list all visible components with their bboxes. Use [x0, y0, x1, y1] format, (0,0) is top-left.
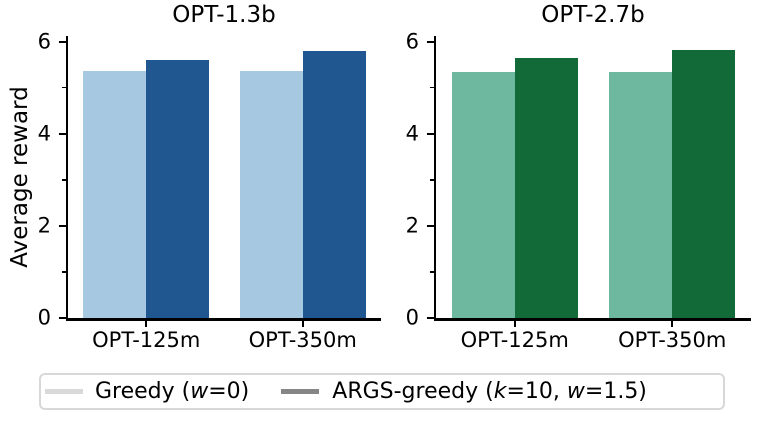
- y-tick-opt-1-3b: [59, 40, 66, 43]
- bar-opt-2-7b-opt-125m-series-0: [451, 72, 515, 318]
- legend-label-italic-part: w: [190, 379, 209, 404]
- y-axis-spine-opt-2-7b: [434, 36, 436, 320]
- x-tick-opt-2-7b: [513, 320, 516, 327]
- y-tick-label-opt-2-7b: 6: [405, 29, 419, 54]
- subplot-title-opt-2-7b: OPT-2.7b: [541, 2, 645, 28]
- legend-label-part: Greedy (: [95, 379, 191, 404]
- x-axis-spine-opt-2-7b: [434, 318, 751, 321]
- y-tick-opt-2-7b: [427, 132, 434, 135]
- bar-opt-2-7b-opt-125m-series-1: [514, 58, 578, 318]
- x-axis-spine-opt-1-3b: [66, 318, 381, 321]
- legend-label-part: ARGS-greedy (: [332, 379, 494, 404]
- legend-label-args-greedy-k-10-w-1-5: ARGS-greedy (k=10, w=1.5): [332, 379, 647, 404]
- x-tick-opt-1-3b: [301, 320, 304, 327]
- y-tick-label-opt-1-3b: 6: [37, 29, 51, 54]
- bar-opt-1-3b-opt-350m-series-1: [302, 50, 366, 318]
- y-axis-spine-opt-1-3b: [66, 36, 68, 320]
- y-tick-label-opt-2-7b: 4: [405, 121, 419, 146]
- x-tick-label-opt-350m: OPT-350m: [248, 328, 357, 352]
- legend: Greedy (w=0) ARGS-greedy (k=10, w=1.5): [39, 373, 725, 410]
- y-minor-tick-opt-2-7b: [430, 271, 434, 273]
- y-tick-label-opt-2-7b: 2: [405, 213, 419, 238]
- y-tick-opt-1-3b: [59, 224, 66, 227]
- x-tick-opt-2-7b: [671, 320, 674, 327]
- legend-label-part: =0): [208, 379, 250, 404]
- x-tick-label-opt-125m: OPT-125m: [92, 328, 201, 352]
- y-minor-tick-opt-1-3b: [62, 179, 66, 181]
- y-minor-tick-opt-2-7b: [430, 86, 434, 89]
- legend-label-italic-part: k: [493, 379, 507, 404]
- legend-label-part: =10,: [506, 379, 567, 404]
- bar-opt-1-3b-opt-125m-series-1: [146, 59, 210, 318]
- y-tick-label-opt-1-3b: 2: [37, 213, 51, 238]
- legend-swatch-args-greedy-k-10-w-1-5: [281, 389, 320, 394]
- legend-label-greedy-w-0: Greedy (w=0): [95, 379, 249, 404]
- x-tick-label-opt-350m: OPT-350m: [618, 328, 727, 352]
- y-tick-label-opt-1-3b: 4: [37, 121, 51, 146]
- x-tick-opt-1-3b: [145, 320, 148, 327]
- legend-label-italic-part: w: [566, 379, 585, 404]
- bar-opt-2-7b-opt-350m-series-0: [609, 72, 673, 318]
- y-minor-tick-opt-1-3b: [62, 86, 66, 89]
- y-tick-opt-1-3b: [59, 132, 66, 135]
- legend-label-part: =1.5): [584, 379, 647, 404]
- y-minor-tick-opt-1-3b: [62, 271, 66, 273]
- bar-opt-2-7b-opt-350m-series-1: [672, 50, 736, 318]
- bar-opt-1-3b-opt-350m-series-0: [239, 71, 303, 318]
- x-tick-label-opt-125m: OPT-125m: [460, 328, 569, 352]
- y-minor-tick-opt-2-7b: [430, 179, 434, 181]
- subplot-title-opt-1-3b: OPT-1.3b: [172, 2, 276, 28]
- legend-swatch-greedy-w-0: [45, 389, 83, 394]
- y-tick-opt-1-3b: [59, 317, 66, 319]
- y-axis-label: Average reward: [7, 86, 33, 268]
- y-tick-opt-2-7b: [427, 40, 434, 43]
- y-tick-opt-2-7b: [427, 224, 434, 227]
- y-tick-label-opt-2-7b: 0: [405, 305, 419, 330]
- y-tick-opt-2-7b: [427, 317, 434, 319]
- y-tick-label-opt-1-3b: 0: [37, 305, 51, 330]
- bar-opt-1-3b-opt-125m-series-0: [83, 71, 147, 318]
